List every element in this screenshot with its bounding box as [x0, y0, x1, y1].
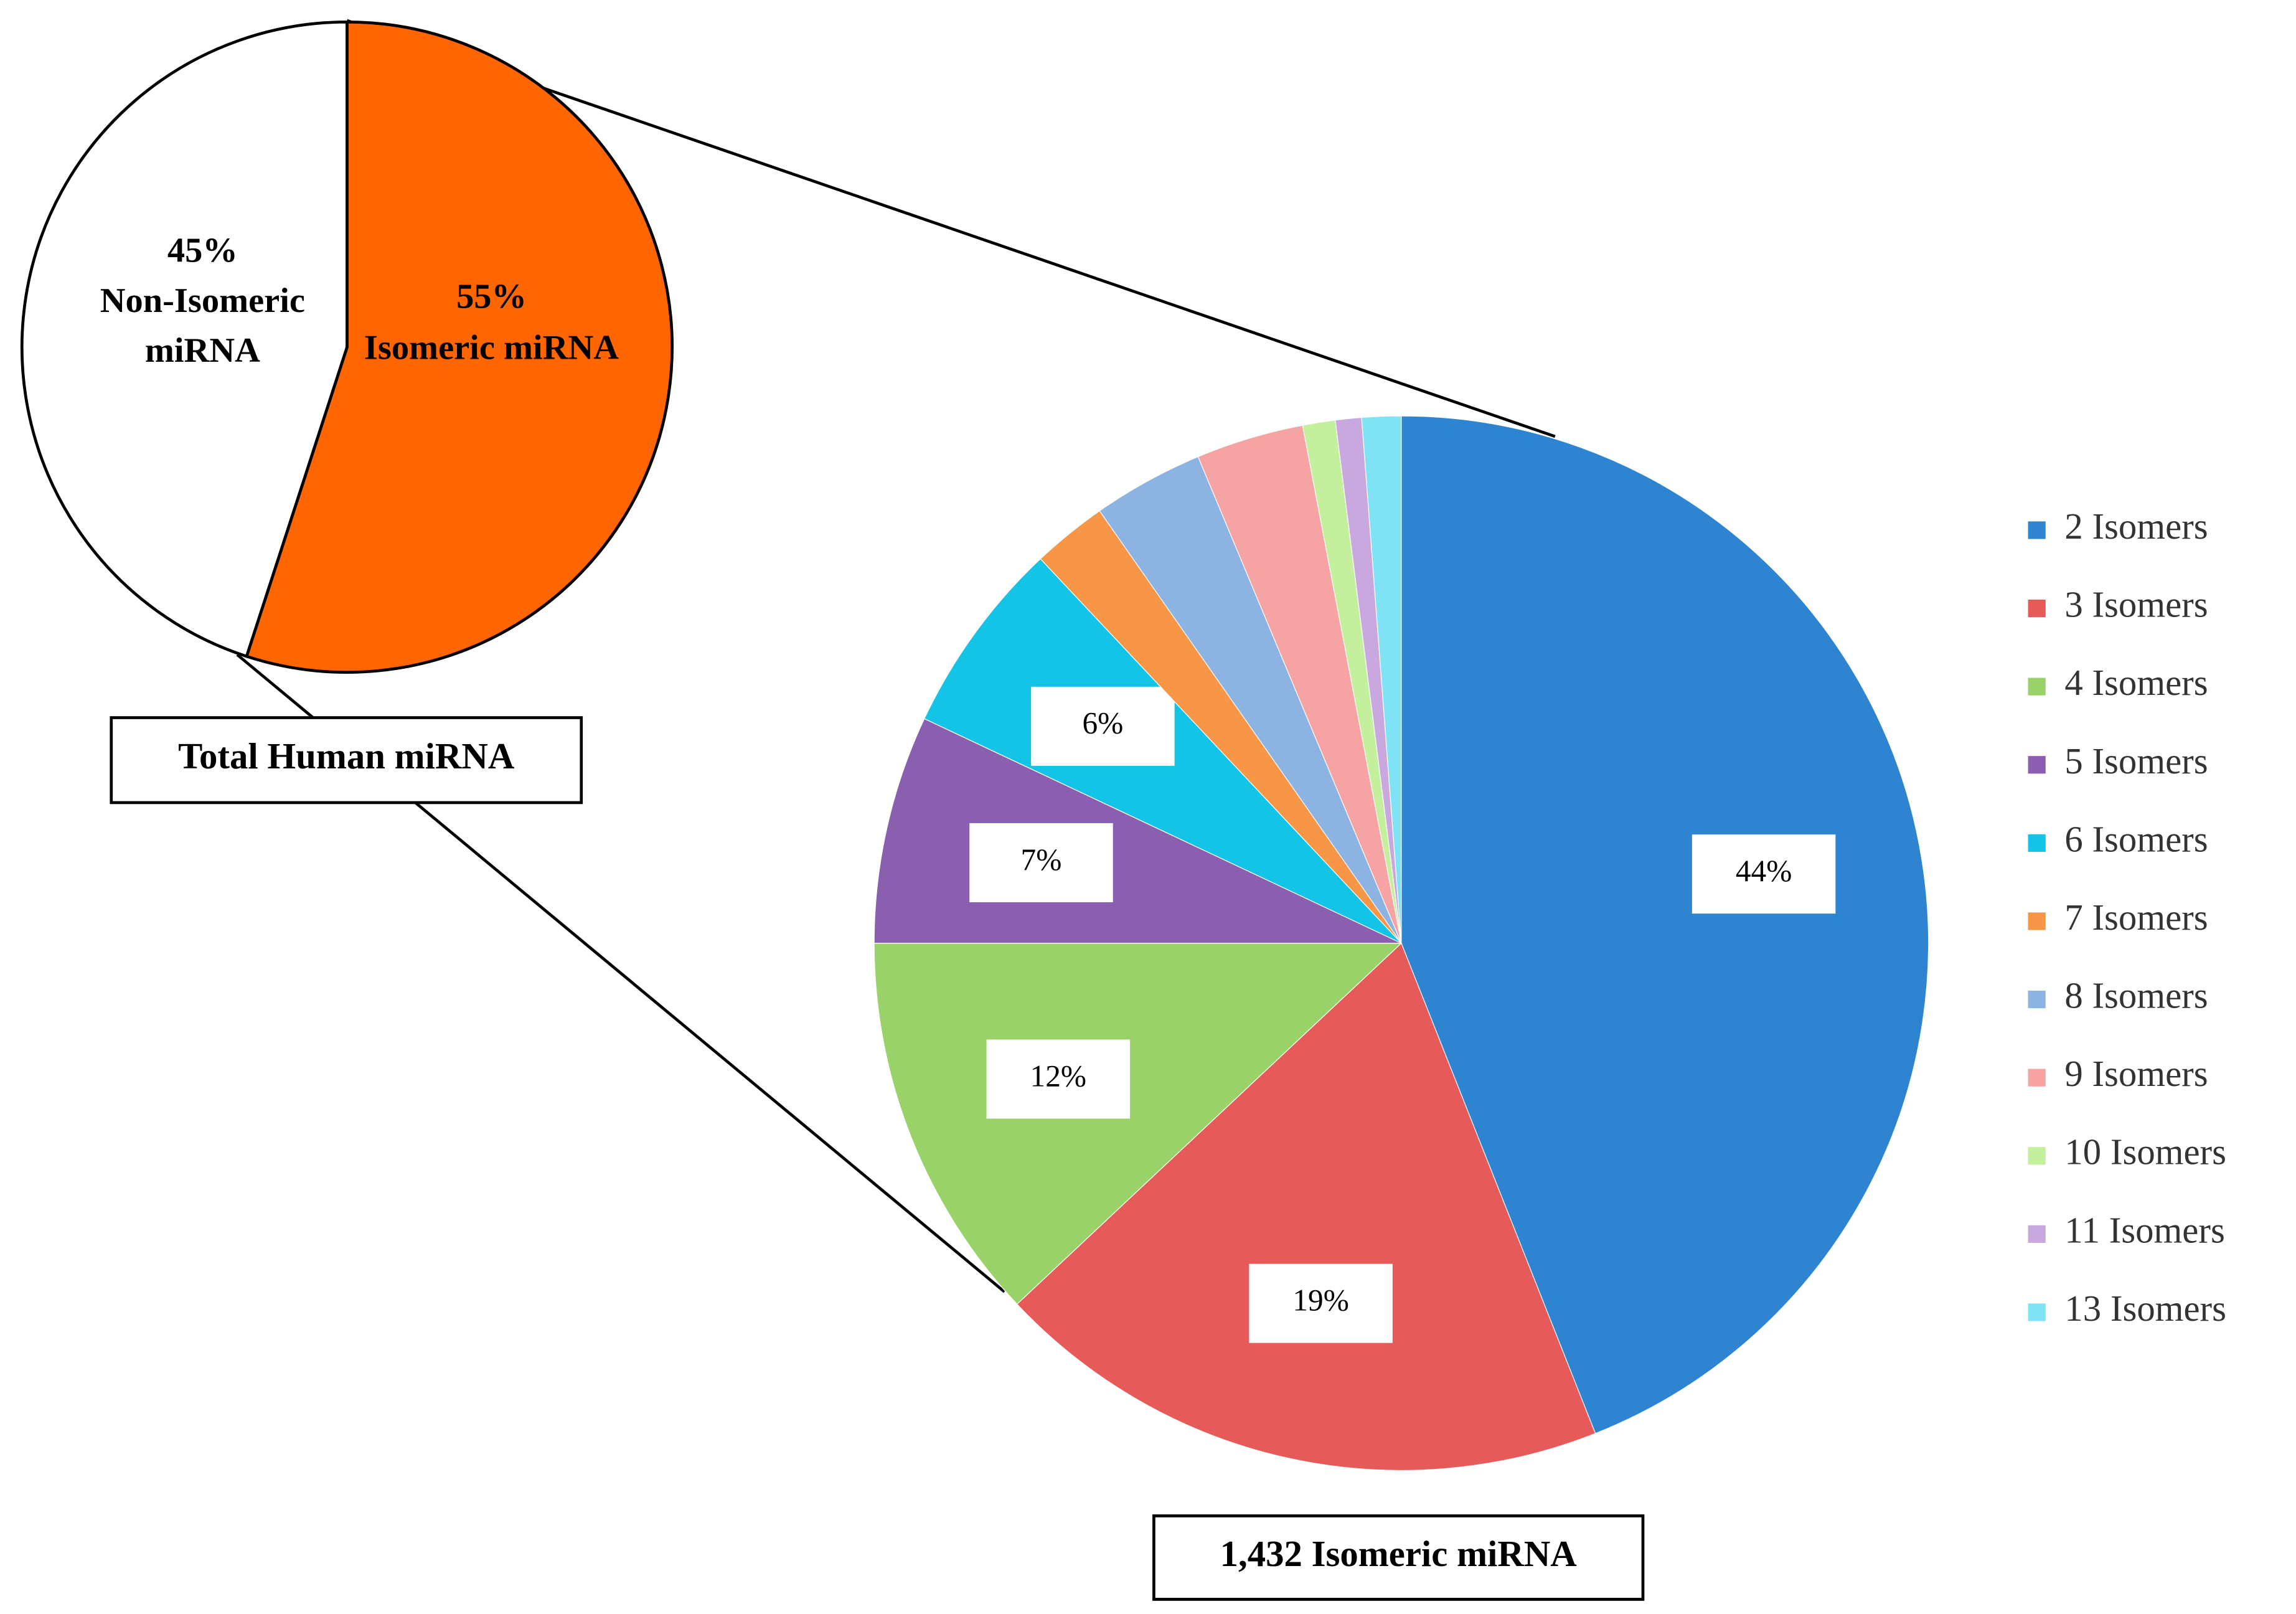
data-label: 6% — [1082, 706, 1123, 740]
legend-label: 11 Isomers — [2064, 1210, 2224, 1250]
legend-label: 6 Isomers — [2064, 819, 2208, 859]
slice-name: Non-Isomeric miRNA — [100, 283, 305, 371]
slice-name: Isomeric miRNA — [364, 329, 619, 367]
legend-marker — [2028, 1225, 2046, 1243]
caption-box — [110, 716, 583, 805]
legend-marker — [2028, 756, 2046, 774]
legend-label: 5 Isomers — [2064, 741, 2208, 781]
legend-label: 10 Isomers — [2064, 1132, 2226, 1173]
data-label: 44% — [1736, 854, 1792, 888]
legend-label: 3 Isomers — [2064, 585, 2208, 625]
caption: Total Human miRNA — [178, 736, 515, 776]
data-label: 7% — [1021, 842, 1062, 877]
data-label: 45% — [167, 232, 238, 270]
legend-marker — [2028, 912, 2046, 930]
legend-label: 8 Isomers — [2064, 976, 2208, 1016]
data-label: 55% — [456, 277, 527, 316]
legend-label: 13 Isomers — [2064, 1288, 2226, 1329]
legend-marker — [2028, 834, 2046, 852]
data-label-box — [1249, 1263, 1393, 1343]
data-label-box — [1691, 834, 1836, 914]
pie-slice — [20, 20, 349, 659]
slice-name-text: Isomeric miRNA — [364, 329, 619, 367]
legend-marker — [2028, 1069, 2046, 1087]
caption: 1,432 Isomeric miRNA — [1220, 1534, 1578, 1574]
pie-slice — [1016, 942, 1596, 1471]
legend-marker — [2028, 599, 2046, 618]
legend-marker — [2028, 677, 2046, 696]
data-label-box — [969, 823, 1113, 902]
legend-label: 7 Isomers — [2064, 897, 2208, 938]
connector-line — [346, 19, 1556, 438]
legend-label: 9 Isomers — [2064, 1054, 2208, 1094]
legend-marker — [2028, 1303, 2046, 1321]
pie-slice — [873, 943, 1403, 1305]
pie-slice — [1361, 415, 1402, 943]
legend-marker — [2028, 990, 2046, 1009]
pie-slice — [245, 20, 674, 674]
legend-label: 2 Isomers — [2064, 506, 2208, 547]
data-label-box — [986, 1039, 1131, 1119]
data-label: 12% — [1030, 1059, 1087, 1093]
legend-label: 4 Isomers — [2064, 663, 2208, 703]
data-label: 19% — [1292, 1283, 1349, 1318]
data-label-box — [1031, 686, 1175, 766]
caption-box — [1152, 1514, 1645, 1601]
legend-marker — [2028, 521, 2046, 539]
pie-slice — [1401, 415, 1929, 1434]
legend-marker — [2028, 1147, 2046, 1165]
slice-name-text: Non-Isomeric miRNA — [100, 283, 305, 371]
